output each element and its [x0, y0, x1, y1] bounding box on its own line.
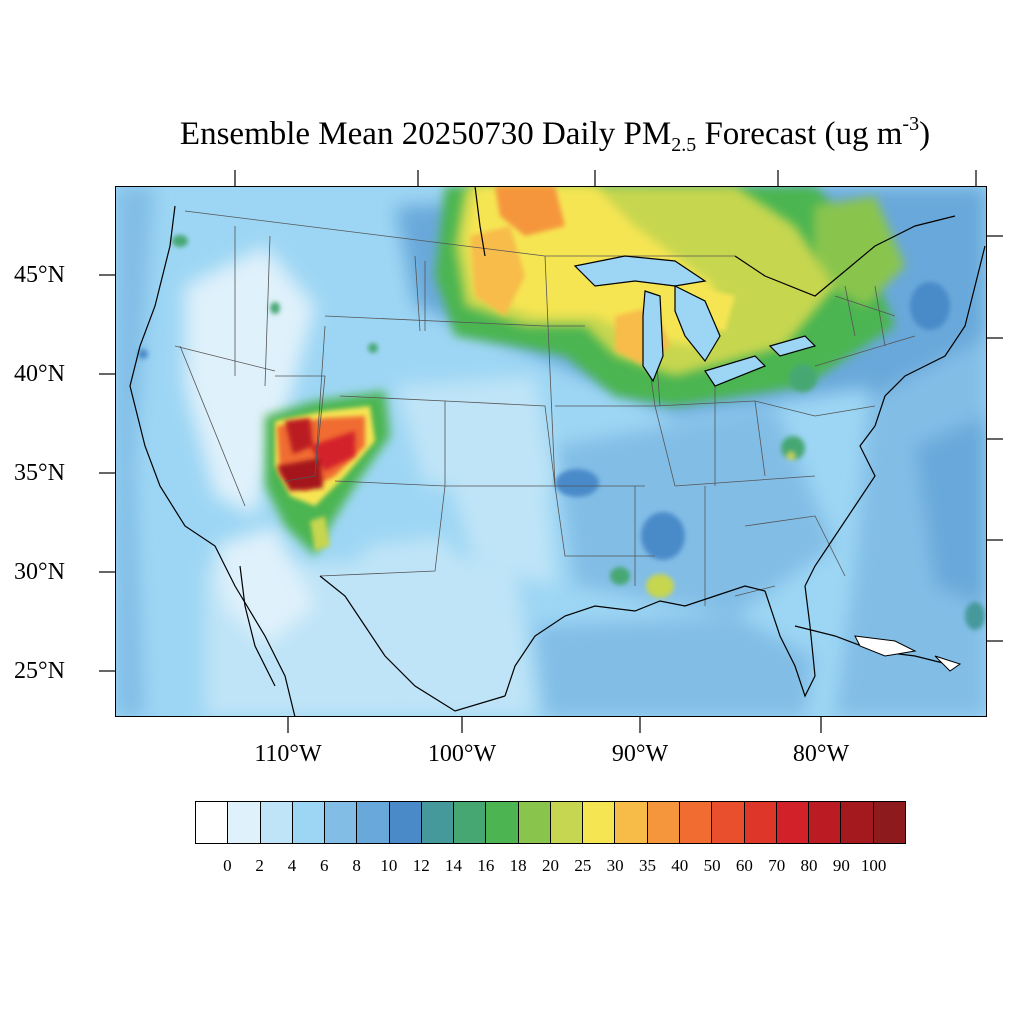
- lake-michigan: [642, 290, 664, 383]
- lat-label-40n: 40°N: [14, 361, 65, 387]
- colorbar-label: 70: [768, 856, 786, 875]
- fire-red-south: [277, 458, 323, 491]
- gulf-band: [535, 616, 815, 717]
- colorbar-label: 4: [287, 856, 297, 875]
- title-main: Ensemble Mean 20250730 Daily PM: [179, 116, 672, 152]
- clean-texas: [445, 466, 555, 586]
- lon-label-100w: 100°W: [427, 741, 497, 767]
- lon-label-80w: 80°W: [792, 741, 850, 767]
- lake-huron: [674, 285, 721, 363]
- hotspot-atlantic: [965, 602, 985, 630]
- colorbar-label: 20: [542, 856, 559, 875]
- colorbar-label: 40: [671, 856, 689, 875]
- colorbar-swatch: [615, 802, 648, 843]
- hotspot-new-england: [910, 282, 950, 330]
- colorbar-swatch: [647, 802, 680, 843]
- lon-label-110w: 110°W: [254, 741, 322, 767]
- colorbar-swatch: [809, 802, 842, 843]
- colorbar-swatch: [260, 802, 293, 843]
- colorbar-swatch: [744, 802, 777, 843]
- lake-superior: [573, 255, 707, 287]
- title-suffix: Forecast (ug m: [696, 116, 903, 152]
- colorbar-swatch: [486, 802, 519, 843]
- lat-label-30n: 30°N: [14, 559, 65, 585]
- colorbar-swatch: [454, 802, 487, 843]
- clean-great-basin: [185, 246, 315, 516]
- lat-label-25n: 25°N: [14, 658, 65, 684]
- fire-red-north: [285, 418, 313, 454]
- atlantic-deep: [915, 416, 987, 606]
- hotspot-wyoming: [368, 343, 378, 353]
- colorbar-swatch: [776, 802, 810, 843]
- lake-ontario: [768, 335, 817, 357]
- hotspot-idaho: [270, 302, 280, 314]
- colorbar-swatch: [228, 802, 261, 843]
- colorbar-swatch: [583, 802, 616, 843]
- colorbar-label: 14: [445, 856, 463, 875]
- clean-baja: [215, 526, 315, 646]
- hotspot-oregon: [138, 349, 148, 359]
- ocean-band-west: [115, 186, 155, 717]
- colorbar-label: 6: [320, 856, 329, 875]
- caribbean-islands: [854, 635, 962, 672]
- colorbar-label: 60: [735, 856, 753, 875]
- colorbar-swatch: [550, 802, 584, 843]
- fire-yellow-south: [310, 516, 330, 551]
- colorbar-swatch: [841, 802, 874, 843]
- colorbar-label: 30: [606, 856, 624, 875]
- title-subscript: 2.5: [671, 134, 697, 156]
- fire-red-center: [310, 431, 355, 471]
- hotspot-mississippi: [641, 512, 685, 560]
- hotspot-washington: [172, 235, 188, 247]
- clean-plains: [395, 376, 555, 486]
- colorbar-swatch: [518, 802, 551, 843]
- colorbar-label: 90: [832, 856, 850, 875]
- title-superscript: -3: [902, 113, 920, 135]
- hotspot-pennsylvania: [789, 364, 817, 392]
- lake-erie: [704, 355, 767, 387]
- colorbar-label: 50: [703, 856, 721, 875]
- colorbar-swatch: [357, 802, 390, 843]
- colorbar-swatch: [873, 802, 905, 843]
- southeast-band: [555, 406, 835, 616]
- pm25-map: [115, 186, 987, 717]
- colorbar-label: 16: [477, 856, 495, 875]
- colorbar-label: 25: [574, 856, 592, 875]
- hotspot-arkansas: [555, 469, 599, 497]
- colorbar-label: 80: [800, 856, 818, 875]
- colorbar-swatch: [325, 802, 358, 843]
- colorbar-label: 8: [352, 856, 361, 875]
- clean-mexico: [355, 536, 485, 686]
- colorbar-swatch: [679, 802, 713, 843]
- hotspot-virginia: [781, 436, 805, 460]
- colorbar-labels: 0 2 4 6 8 10 12 14 16 18 20 25 30 35 40 50 60 70 80 90 100: [195, 856, 906, 878]
- hotspot-louisiana-west: [610, 567, 630, 585]
- colorbar-swatch: [292, 802, 326, 843]
- colorbar: [195, 801, 906, 844]
- map-title: Ensemble Mean 20250730 Daily PM2.5 Forec…: [0, 112, 1024, 156]
- great-lakes: [573, 255, 817, 387]
- coastlines: [129, 186, 986, 717]
- colorbar-swatch: [421, 802, 455, 843]
- colorbar-swatch: [389, 802, 422, 843]
- title-closing: ): [919, 116, 931, 152]
- colorbar-swatch: [712, 802, 745, 843]
- colorbar-label: 2: [255, 856, 264, 875]
- colorbar-label: 18: [509, 856, 527, 875]
- lat-label-35n: 35°N: [14, 460, 65, 486]
- pm25-map-svg: [115, 186, 987, 717]
- colorbar-label: 12: [412, 856, 430, 875]
- colorbar-label: 0: [223, 856, 232, 875]
- colorbar-swatch: [196, 802, 229, 843]
- colorbar-label: 35: [638, 856, 656, 875]
- state-boundaries: [174, 210, 916, 606]
- lat-label-45n: 45°N: [14, 262, 65, 288]
- plume-green-east: [815, 196, 905, 306]
- hotspot-north-carolina: [787, 452, 795, 460]
- lon-label-90w: 90°W: [611, 741, 669, 767]
- plume-orange-north: [495, 186, 565, 236]
- colorbar-label: 100: [860, 856, 887, 875]
- colorbar-label: 10: [380, 856, 398, 875]
- hotspot-louisiana: [646, 574, 674, 598]
